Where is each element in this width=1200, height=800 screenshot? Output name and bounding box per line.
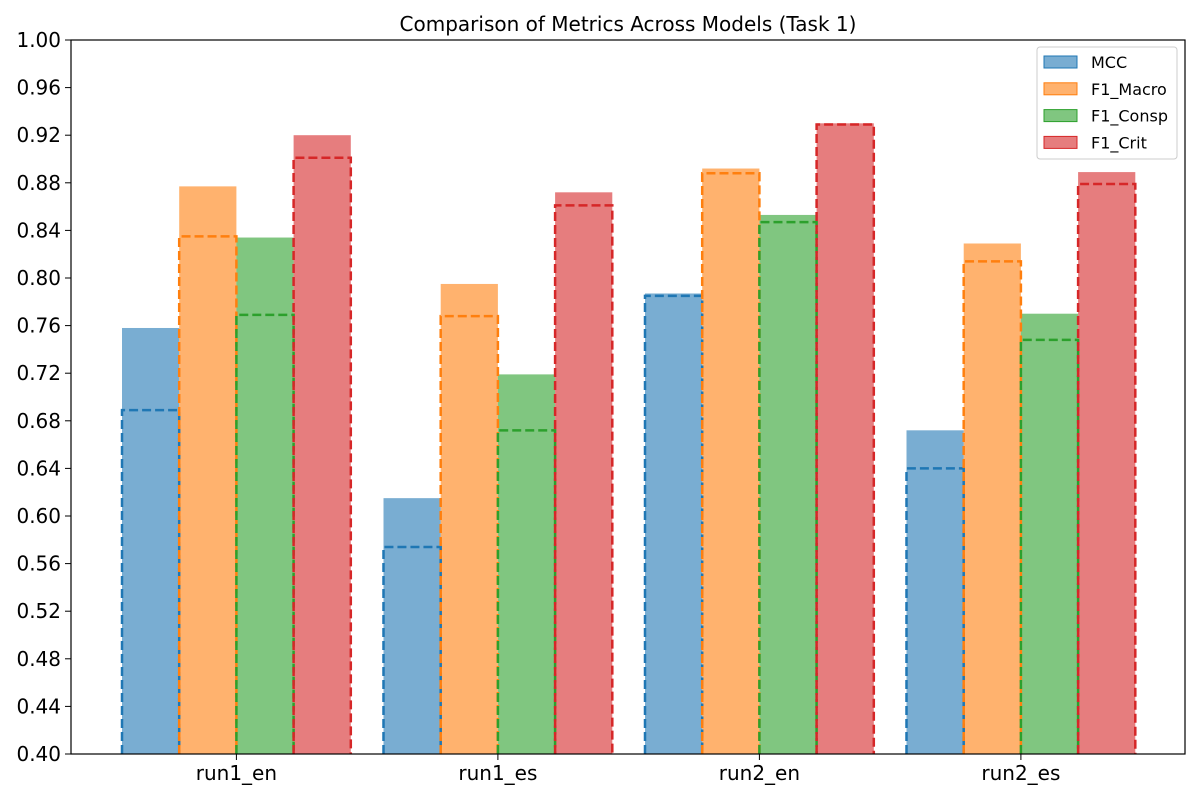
y-tick-label: 0.68 <box>16 409 61 433</box>
bar-f1-macro-run2-en <box>702 168 760 754</box>
bar-f1-crit-run1-en <box>293 135 351 754</box>
bar-f1-crit-run1-es <box>555 192 613 754</box>
y-axis: 0.40 0.44 0.48 0.52 0.56 0.60 0.64 0.68 0.72 0.76… <box>16 28 71 766</box>
dashed-outline-f1-crit-run2-en <box>815 123 876 754</box>
y-tick-label: 0.52 <box>16 599 61 623</box>
x-axis: run1_en run1_es run2_en run2_es <box>196 754 1060 785</box>
y-tick-label: 0.56 <box>16 552 61 576</box>
y-tick-label: 0.96 <box>16 76 61 100</box>
bar-mcc-run2-es <box>906 430 964 754</box>
dashed-outline-f1-consp-run1-es <box>496 429 557 754</box>
bar-f1-macro-run1-en <box>179 186 237 754</box>
y-tick-label: 0.80 <box>16 266 61 290</box>
plot-frame <box>70 39 1186 755</box>
legend-box <box>1036 46 1178 160</box>
y-tick-label: 0.40 <box>16 742 61 766</box>
legend-label-f1-consp: F1_Consp <box>1091 107 1168 127</box>
y-tick-label: 0.60 <box>16 504 61 528</box>
legend-label-f1-crit: F1_Crit <box>1091 133 1147 153</box>
dashed-outline-f1-consp-run2-en <box>758 220 818 754</box>
legend-label-f1-macro: F1_Macro <box>1091 80 1167 100</box>
dashed-outline-f1-crit-run2-es <box>1076 182 1137 754</box>
y-tick-label: 0.44 <box>16 694 61 718</box>
y-tick-label: 0.76 <box>16 314 61 338</box>
bar-f1-crit-run2-es <box>1078 172 1136 755</box>
x-tick-label: run1_es <box>458 761 537 785</box>
dashed-overlay-layer <box>120 123 1137 754</box>
dashed-outline-f1-macro-run1-en <box>177 235 238 754</box>
bar-mcc-run1-en <box>122 327 180 754</box>
legend-swatch-f1-crit <box>1043 135 1078 149</box>
dashed-outline-f1-consp-run1-en <box>235 313 295 754</box>
legend-swatch-mcc <box>1043 55 1078 69</box>
bar-f1-consp-run2-es <box>1020 313 1079 754</box>
x-tick-label: run2_es <box>981 761 1060 785</box>
y-tick-label: 0.88 <box>16 171 61 195</box>
dashed-outline-f1-macro-run2-es <box>962 260 1023 754</box>
bars-layer <box>122 123 1136 755</box>
y-tick-label: 0.64 <box>16 456 61 480</box>
bar-f1-macro-run2-es <box>963 243 1021 755</box>
x-tick-label: run1_en <box>196 761 277 785</box>
y-tick-label: 0.84 <box>16 218 61 242</box>
x-tick-label: run2_en <box>719 761 800 785</box>
dashed-outline-f1-crit-run1-es <box>553 204 614 754</box>
dashed-outline-mcc-run2-es <box>905 467 965 754</box>
bar-mcc-run2-en <box>645 293 703 754</box>
legend-swatch-f1-consp <box>1043 109 1078 123</box>
bar-f1-consp-run1-en <box>236 237 294 755</box>
bar-f1-crit-run2-en <box>816 123 874 755</box>
bar-f1-consp-run2-en <box>759 214 817 754</box>
y-tick-label: 0.72 <box>16 361 61 385</box>
y-tick-label: 0.48 <box>16 647 61 671</box>
y-tick-label: 1.00 <box>16 28 61 52</box>
legend-label-mcc: MCC <box>1091 53 1127 72</box>
legend-swatch-f1-macro <box>1043 82 1078 96</box>
dashed-outline-f1-consp-run2-es <box>1019 338 1080 754</box>
legend: MCC F1_Macro F1_Consp F1_Crit <box>1036 46 1178 160</box>
bar-f1-macro-run1-es <box>440 283 498 754</box>
bar-f1-consp-run1-es <box>497 374 556 754</box>
bar-mcc-run1-es <box>383 498 441 754</box>
dashed-outline-f1-crit-run1-en <box>292 156 353 754</box>
chart-title: Comparison of Metrics Across Models (Tas… <box>400 12 857 36</box>
y-tick-label: 0.92 <box>16 123 61 147</box>
dashed-outline-mcc-run1-es <box>382 545 442 754</box>
